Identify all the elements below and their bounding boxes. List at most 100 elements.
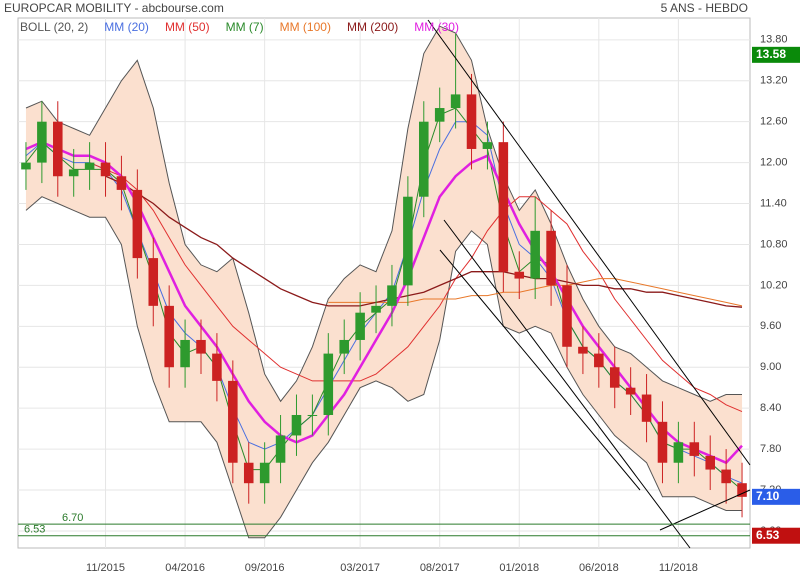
candle-body — [371, 305, 381, 313]
candle-body — [148, 258, 159, 306]
legend-entry: MM (50) — [165, 20, 210, 34]
price-tag — [752, 488, 800, 505]
candle-body — [275, 435, 286, 463]
candle-body — [419, 121, 429, 197]
candle-body — [164, 305, 174, 368]
y-tick-label: 13.20 — [760, 75, 788, 87]
candle-body — [180, 339, 190, 368]
candle-body — [403, 196, 413, 286]
candle-body — [84, 162, 95, 170]
price-tag-label: 6.53 — [756, 528, 780, 542]
candle-body — [641, 394, 652, 422]
candle-body — [578, 346, 588, 354]
trendline — [439, 249, 641, 491]
price-tag-label: 13.58 — [756, 47, 786, 61]
legend-entry: MM (100) — [280, 20, 331, 34]
candle-body — [498, 142, 509, 272]
x-tick-label: 01/2018 — [499, 562, 539, 574]
x-tick-label: 08/2017 — [420, 562, 460, 574]
x-tick-label: 11/2015 — [86, 562, 125, 574]
moving-averages — [25, 107, 743, 491]
candle-body — [259, 462, 270, 484]
trendline — [427, 19, 751, 466]
trendlines — [427, 19, 751, 549]
price-tag — [752, 527, 800, 544]
level-label: 6.53 — [24, 524, 45, 536]
trendline — [659, 489, 751, 531]
y-tick-label: 12.60 — [760, 116, 788, 128]
y-tick-label: 9.00 — [760, 361, 781, 373]
x-tick-label: 11/2018 — [659, 562, 698, 574]
candle-body — [625, 387, 636, 395]
y-tick-label: 11.40 — [760, 197, 787, 209]
plot-frame — [17, 17, 751, 549]
y-tick-label: 10.20 — [760, 279, 788, 291]
candle-body — [243, 462, 254, 484]
chart-subtitle: 5 ANS - HEBDO — [661, 1, 748, 15]
candle-body — [196, 339, 206, 354]
y-tick-label: 13.80 — [760, 34, 788, 46]
bollinger-lower — [25, 196, 742, 539]
candle-body — [212, 353, 222, 381]
candle-body — [594, 353, 604, 368]
trendline — [443, 219, 691, 549]
legend-entry: MM (20) — [104, 20, 149, 34]
x-tick-label: 04/2016 — [165, 562, 205, 574]
candle-body — [466, 94, 477, 149]
legend: BOLL (20, 2) MM (20) MM (50) MM (7) MM (100)… — [20, 20, 459, 34]
y-tick-label: 8.40 — [760, 402, 781, 414]
price-tag-label: 7.10 — [756, 489, 780, 503]
candle-body — [450, 94, 461, 109]
candle-body — [307, 414, 318, 416]
grid: 6.607.207.808.409.009.6010.2010.8011.401… — [18, 18, 788, 574]
y-tick-label: 12.00 — [760, 157, 788, 169]
candles — [21, 33, 747, 518]
chart-title: EUROPCAR MOBILITY - abcbourse.com — [4, 1, 224, 15]
candle-body — [68, 169, 79, 177]
x-tick-label: 06/2018 — [579, 562, 619, 574]
x-tick-label: 03/2017 — [340, 562, 380, 574]
overlays: 6.70 6.53 13.58 7.10 6.53 — [18, 46, 800, 544]
candle-body — [689, 442, 700, 456]
bollinger-upper — [25, 25, 742, 403]
candle-body — [609, 367, 620, 388]
candle-body — [657, 421, 668, 463]
candle-body — [291, 414, 302, 436]
legend-entry: MM (30) — [414, 20, 459, 34]
candle-body — [228, 380, 238, 463]
bollinger-area — [25, 26, 743, 538]
candle-body — [21, 162, 31, 170]
moving-average-line — [89, 162, 743, 413]
candle-body — [323, 353, 334, 415]
candle-body — [721, 469, 731, 484]
candle-body — [673, 442, 684, 463]
candle-body — [37, 121, 47, 163]
candle-body — [53, 121, 63, 177]
candle-body — [514, 271, 525, 279]
candle-body — [339, 339, 349, 354]
candle-body — [100, 162, 111, 177]
legend-entry: MM (7) — [226, 20, 264, 34]
moving-average-line — [25, 107, 743, 491]
candle-body — [546, 230, 556, 286]
candle-body — [705, 455, 715, 470]
bollinger-band — [25, 25, 743, 539]
candle-body — [434, 108, 445, 122]
legend-entry: BOLL (20, 2) — [20, 20, 88, 34]
candle-body — [132, 189, 143, 259]
y-tick-label: 7.80 — [760, 443, 781, 455]
candle-body — [737, 483, 747, 497]
candle-body — [530, 230, 540, 279]
y-tick-label: 10.80 — [760, 238, 788, 250]
candle-body — [355, 312, 365, 340]
moving-average-line — [105, 175, 743, 308]
candle-body — [387, 285, 397, 306]
candle-body — [482, 142, 493, 149]
price-tag — [752, 46, 800, 63]
y-tick-label: 9.60 — [760, 320, 781, 332]
candle-body — [116, 176, 127, 190]
moving-average-line — [25, 140, 743, 465]
legend-entry: MM (200) — [347, 20, 398, 34]
x-tick-label: 09/2016 — [245, 562, 285, 574]
